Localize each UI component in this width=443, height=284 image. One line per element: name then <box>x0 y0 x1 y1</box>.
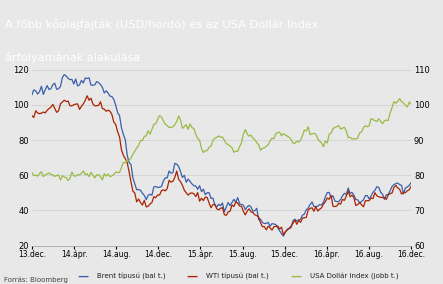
Text: USA Dollár Index (jobb t.): USA Dollár Index (jobb t.) <box>310 273 399 280</box>
Text: A főbb kőolajfajták (USD/hordó) és az USA Dollár Index: A főbb kőolajfajták (USD/hordó) és az US… <box>5 19 319 30</box>
Text: —: — <box>78 272 89 282</box>
Text: Forrás: Bloomberg: Forrás: Bloomberg <box>4 276 68 283</box>
Text: —: — <box>186 272 197 282</box>
Text: Brent típusú (bal t.): Brent típusú (bal t.) <box>97 273 166 280</box>
Text: —: — <box>290 272 301 282</box>
Text: árfolyamának alakulása: árfolyamának alakulása <box>5 52 140 62</box>
Text: WTI típusú (bal t.): WTI típusú (bal t.) <box>206 273 269 280</box>
